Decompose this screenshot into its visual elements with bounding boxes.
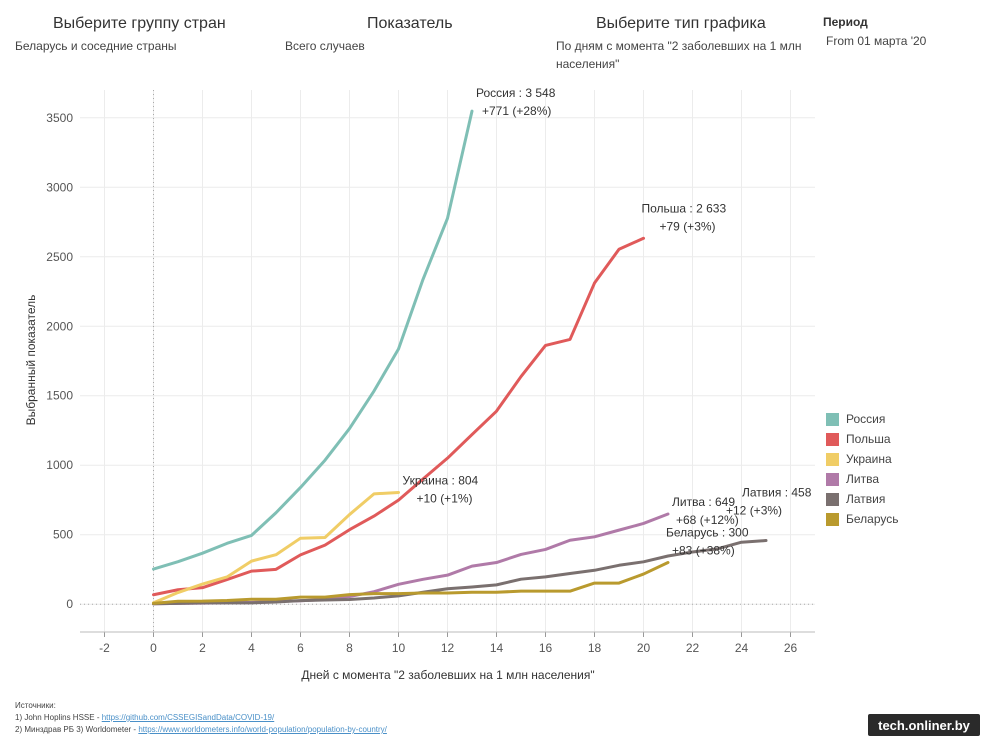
- x-tick-label: 6: [297, 641, 304, 655]
- series-end-delta: +12 (+3%): [726, 504, 782, 518]
- y-tick-label: 3500: [46, 111, 73, 125]
- series-end-delta: +79 (+3%): [660, 219, 716, 233]
- series-end-label: Латвия : 458: [742, 486, 812, 500]
- legend-swatch: [826, 452, 839, 466]
- legend-label: Беларусь: [846, 512, 899, 526]
- sources-line-1: 1) John Hoplins HSSE - https://github.co…: [15, 712, 387, 724]
- series-end-label: Украина : 804: [403, 473, 479, 487]
- series-end-delta: +771 (+28%): [482, 104, 551, 118]
- watermark-logo: tech.onliner.by: [868, 714, 980, 736]
- legend-item[interactable]: Латвия: [826, 489, 898, 509]
- legend-swatch: [826, 512, 839, 526]
- y-tick-label: 500: [53, 528, 73, 542]
- series-line-Польша: [152, 236, 645, 597]
- y-tick-label: 0: [66, 597, 73, 611]
- period-filter-value[interactable]: From 01 марта '20: [826, 34, 927, 48]
- x-tick-label: 26: [784, 641, 798, 655]
- legend-swatch: [826, 492, 839, 506]
- series-line-Литва: [152, 512, 670, 606]
- series-line-Россия: [152, 109, 474, 571]
- y-tick-label: 2500: [46, 250, 73, 264]
- legend-item[interactable]: Беларусь: [826, 509, 898, 529]
- x-tick-label: 16: [539, 641, 553, 655]
- legend: Россия Польша Украина Литва Латвия Беларусь: [826, 409, 898, 529]
- x-tick-label: 12: [441, 641, 455, 655]
- legend-item[interactable]: Украина: [826, 449, 898, 469]
- x-tick-label: 0: [150, 641, 157, 655]
- chart-type-filter-value-line1[interactable]: По дням с момента "2 заболевших на 1 млн: [556, 39, 802, 53]
- period-filter-title: Период: [823, 15, 868, 29]
- legend-label: Латвия: [846, 492, 886, 506]
- legend-label: Литва: [846, 472, 879, 486]
- x-tick-label: 14: [490, 641, 504, 655]
- sources-header: Источники:: [15, 701, 56, 710]
- indicator-filter-title: Показатель: [367, 15, 453, 32]
- x-tick-label: 10: [392, 641, 406, 655]
- y-tick-label: 1000: [46, 458, 73, 472]
- legend-label: Россия: [846, 412, 886, 426]
- y-tick-label: 1500: [46, 389, 73, 403]
- y-tick-label: 3000: [46, 180, 73, 194]
- series-end-label: Польша : 2 633: [642, 201, 727, 215]
- chart-type-filter-title: Выберите тип графика: [596, 15, 766, 32]
- x-axis-label: Дней с момента "2 заболевших на 1 млн на…: [301, 668, 595, 682]
- x-tick-label: 24: [735, 641, 749, 655]
- chart-type-filter-value-line2[interactable]: населения": [556, 57, 620, 71]
- sources-line-1-text: 1) John Hoplins HSSE -: [15, 713, 102, 722]
- y-tick-label: 2000: [46, 319, 73, 333]
- x-tick-label: -2: [99, 641, 110, 655]
- group-filter-value[interactable]: Беларусь и соседние страны: [15, 39, 177, 53]
- legend-swatch: [826, 432, 839, 446]
- series-end-label: Литва : 649: [672, 495, 735, 509]
- series-line-Украина: [152, 490, 400, 605]
- source-link-worldometer[interactable]: https://www.worldometers.info/world-popu…: [138, 725, 387, 734]
- legend-label: Польша: [846, 432, 891, 446]
- x-tick-label: 4: [248, 641, 255, 655]
- series-end-delta: +10 (+1%): [417, 491, 473, 505]
- series-end-delta: +83 (+38%): [672, 544, 735, 558]
- series-end-label: Россия : 3 548: [476, 86, 556, 100]
- legend-item[interactable]: Польша: [826, 429, 898, 449]
- series-line-Латвия: [152, 539, 768, 606]
- sources: Источники: 1) John Hoplins HSSE - https:…: [15, 700, 387, 736]
- x-tick-label: 8: [346, 641, 353, 655]
- x-tick-label: 22: [686, 641, 700, 655]
- legend-swatch: [826, 472, 839, 486]
- legend-item[interactable]: Литва: [826, 469, 898, 489]
- series-line-Беларусь: [152, 561, 670, 605]
- legend-item[interactable]: Россия: [826, 409, 898, 429]
- legend-label: Украина: [846, 452, 892, 466]
- legend-swatch: [826, 412, 839, 426]
- x-tick-label: 2: [199, 641, 206, 655]
- series-end-delta: +68 (+12%): [676, 513, 739, 527]
- y-axis-label: Выбранный показатель: [24, 294, 38, 426]
- source-link-jhu[interactable]: https://github.com/CSSEGISandData/COVID-…: [101, 713, 275, 722]
- series-end-label: Беларусь : 300: [666, 526, 749, 540]
- x-tick-label: 20: [637, 641, 651, 655]
- x-tick-label: 18: [588, 641, 602, 655]
- indicator-filter-value[interactable]: Всего случаев: [285, 39, 365, 53]
- group-filter-title: Выберите группу стран: [53, 15, 226, 32]
- sources-line-2: 2) Минздрав РБ 3) Worldometer - https://…: [15, 724, 387, 736]
- sources-line-2-text: 2) Минздрав РБ 3) Worldometer -: [15, 725, 139, 734]
